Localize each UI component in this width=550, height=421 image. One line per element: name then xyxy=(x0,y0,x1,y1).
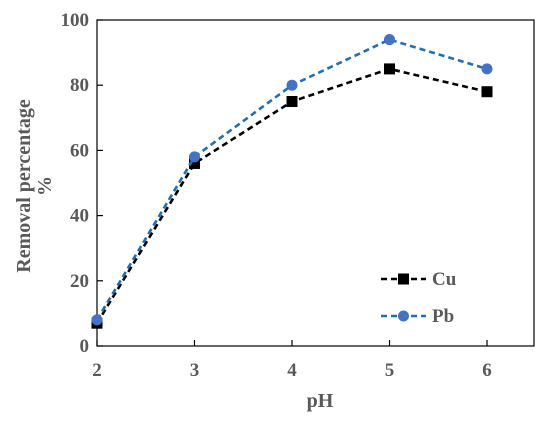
legend-item-cu: Cu xyxy=(381,269,457,290)
x-tick-label: 3 xyxy=(190,360,200,381)
x-tick-label: 5 xyxy=(385,360,395,381)
x-tick-label: 6 xyxy=(482,360,492,381)
legend-item-pb: Pb xyxy=(381,306,454,327)
data-point-cu xyxy=(189,157,200,169)
data-point-pb xyxy=(286,79,298,91)
x-axis-title: pH xyxy=(307,390,334,412)
legend: Cu Pb xyxy=(381,269,457,327)
y-axis-title-line2: % xyxy=(34,176,56,196)
y-tick-label: 40 xyxy=(70,206,89,227)
legend-label-pb: Pb xyxy=(432,306,454,327)
plot-area-border xyxy=(96,19,535,347)
x-tick-label: 4 xyxy=(287,360,297,381)
x-tick-label: 2 xyxy=(92,360,102,381)
data-point-pb xyxy=(189,151,200,163)
data-point-cu xyxy=(286,96,298,107)
data-point-cu xyxy=(384,63,395,75)
series-pb xyxy=(91,34,493,326)
data-point-pb xyxy=(481,63,493,75)
y-axis-title: Removal percentage % xyxy=(13,99,56,273)
y-axis-ticks: 0 20 40 60 80 100 xyxy=(61,10,103,357)
y-tick-label: 100 xyxy=(61,10,90,31)
legend-marker-cu xyxy=(398,273,409,285)
data-point-cu xyxy=(481,86,493,98)
data-point-pb xyxy=(384,34,395,46)
y-axis-title-line1: Removal percentage xyxy=(13,99,35,273)
y-tick-label: 0 xyxy=(80,336,90,357)
data-point-pb xyxy=(91,314,103,326)
plot-frame xyxy=(96,19,535,347)
series-layer xyxy=(91,34,493,329)
legend-marker-pb xyxy=(398,310,409,322)
x-axis-ticks: 2 3 4 5 6 xyxy=(92,340,492,381)
y-tick-label: 60 xyxy=(70,140,89,161)
y-tick-label: 20 xyxy=(70,271,89,292)
y-tick-label: 80 xyxy=(70,75,89,96)
legend-label-cu: Cu xyxy=(432,269,457,290)
